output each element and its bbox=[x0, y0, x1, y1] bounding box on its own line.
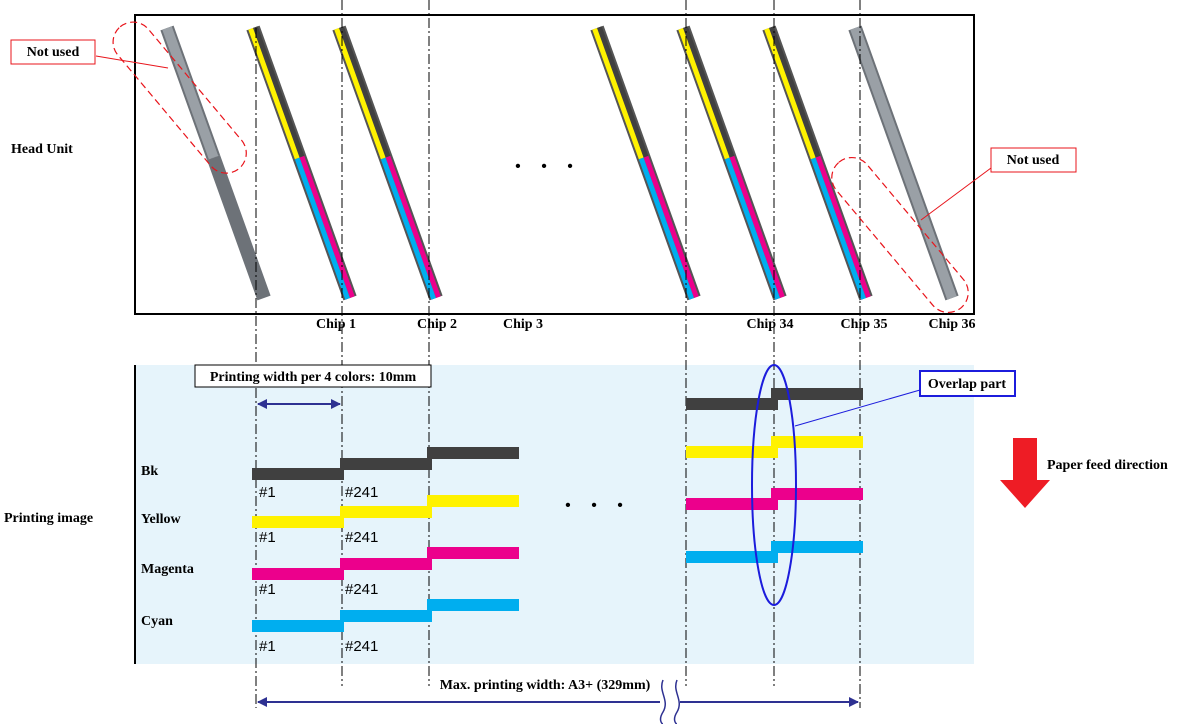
stripe-cyan bbox=[771, 541, 863, 553]
printing-image-title: Printing image bbox=[4, 511, 93, 526]
stripe-yellow bbox=[427, 495, 519, 507]
overlap-label: Overlap part bbox=[928, 377, 1006, 392]
print-width-box bbox=[194, 364, 432, 388]
not-used-left-leader bbox=[95, 55, 169, 69]
nozzle-label: #241 bbox=[345, 484, 378, 501]
overlap-ellipse bbox=[751, 364, 797, 606]
stripes-ellipsis: • • • bbox=[565, 497, 631, 514]
chip-label-35: Chip 35 bbox=[840, 317, 887, 332]
stripe-bk bbox=[340, 458, 432, 470]
chip-bar-unused bbox=[850, 26, 957, 300]
chip-cyan-band bbox=[810, 157, 866, 300]
stripe-magenta bbox=[252, 568, 344, 580]
not-used-right-leader bbox=[920, 167, 992, 221]
chip-magenta-band bbox=[385, 155, 441, 299]
chip-yellow-band bbox=[334, 27, 386, 160]
stripe-yellow bbox=[686, 446, 778, 458]
chip-bk-band bbox=[252, 26, 305, 158]
stripe-bk bbox=[771, 388, 863, 400]
not-used-right-outline bbox=[831, 156, 969, 314]
break-mark-icon bbox=[659, 679, 680, 724]
chip-cyan-band bbox=[294, 157, 350, 300]
chip-yellow-band bbox=[678, 27, 730, 160]
nozzle-label: #241 bbox=[345, 581, 378, 598]
chip-cyan-band bbox=[724, 157, 780, 300]
chip-magenta-band bbox=[299, 155, 355, 299]
color-label-bk: Bk bbox=[141, 464, 158, 479]
stripe-cyan bbox=[427, 599, 519, 611]
chip-bk-band bbox=[683, 26, 735, 158]
print-width-label: Printing width per 4 colors: 10mm bbox=[210, 370, 417, 385]
paper-feed-label: Paper feed direction bbox=[1047, 458, 1168, 473]
stripe-magenta bbox=[686, 498, 778, 510]
printing-image-area bbox=[135, 365, 974, 664]
chip-magenta-band bbox=[643, 155, 699, 299]
nozzle-label: #1 bbox=[259, 484, 276, 501]
chip-bk-band bbox=[769, 26, 821, 158]
nozzle-label: #1 bbox=[259, 581, 276, 598]
chip-yellow-band bbox=[592, 27, 644, 160]
chip-bk-band bbox=[597, 26, 649, 158]
not-used-left-label: Not used bbox=[27, 45, 80, 60]
chip-bar-unused bbox=[162, 26, 219, 160]
not-used-left-box bbox=[10, 39, 96, 65]
stripe-magenta bbox=[771, 488, 863, 500]
chip-label-34: Chip 34 bbox=[746, 317, 793, 332]
chip-cyan-band bbox=[638, 157, 694, 300]
paper-feed-arrow-icon bbox=[1000, 438, 1050, 508]
not-used-right-label: Not used bbox=[1007, 153, 1060, 168]
stripe-bk bbox=[427, 447, 519, 459]
stripe-yellow bbox=[340, 506, 432, 518]
overlap-box bbox=[919, 370, 1016, 397]
overlap-leader bbox=[794, 389, 921, 427]
print-stripes bbox=[252, 388, 863, 632]
stripe-bk bbox=[686, 398, 778, 410]
nozzle-label: #1 bbox=[259, 529, 276, 546]
stripe-cyan bbox=[340, 610, 432, 622]
chip-label-36: Chip 36 bbox=[928, 317, 975, 332]
stripe-magenta bbox=[340, 558, 432, 570]
nozzle-label: #241 bbox=[345, 529, 378, 546]
not-used-right-box bbox=[990, 147, 1077, 173]
chip-label-2: Chip 2 bbox=[417, 317, 457, 332]
chip-label-1: Chip 1 bbox=[316, 317, 356, 332]
chip-yellow-band bbox=[248, 27, 300, 160]
color-label-cyan: Cyan bbox=[141, 614, 173, 629]
not-used-left-outline bbox=[112, 21, 247, 174]
head-unit-title: Head Unit bbox=[11, 142, 73, 157]
stripe-yellow bbox=[252, 516, 344, 528]
stripe-cyan bbox=[686, 551, 778, 563]
color-label-yellow: Yellow bbox=[141, 512, 182, 527]
chips-ellipsis: • • • bbox=[515, 158, 581, 175]
head-unit-frame bbox=[134, 14, 975, 315]
chip-bk-band bbox=[339, 26, 391, 158]
nozzle-label: #1 bbox=[259, 638, 276, 655]
stripe-yellow bbox=[771, 436, 863, 448]
color-label-magenta: Magenta bbox=[141, 562, 194, 577]
stripe-magenta bbox=[427, 547, 519, 559]
stripe-bk bbox=[252, 468, 344, 480]
nozzle-label: #241 bbox=[345, 638, 378, 655]
chip-cyan-band bbox=[380, 157, 436, 300]
stripe-cyan bbox=[252, 620, 344, 632]
chip-bar-outline bbox=[206, 155, 271, 301]
chip-group bbox=[160, 25, 959, 301]
chip-label-3: Chip 3 bbox=[503, 317, 543, 332]
max-width-label: Max. printing width: A3+ (329mm) bbox=[440, 678, 651, 693]
